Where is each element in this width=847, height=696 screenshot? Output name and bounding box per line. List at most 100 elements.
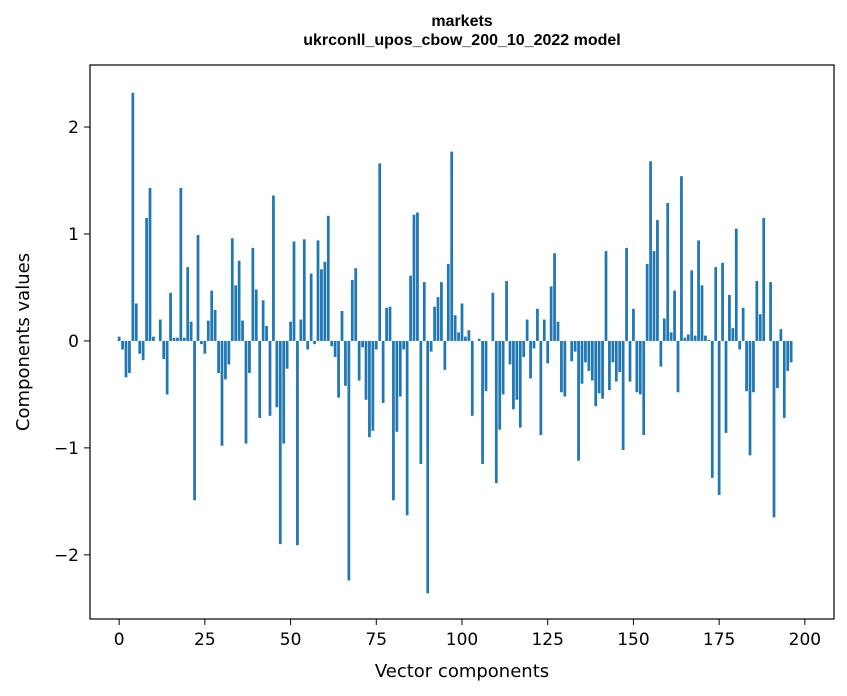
subtitle-line: ukrconll_upos_cbow_200_10_2022 model [303, 32, 621, 49]
bar [621, 340, 625, 451]
bar [501, 340, 505, 395]
bar [518, 340, 522, 428]
bar [320, 269, 323, 341]
bar [337, 340, 340, 398]
bar [282, 340, 286, 444]
bar [683, 337, 687, 341]
bar [649, 161, 652, 341]
bar [508, 340, 512, 365]
bar [700, 285, 704, 341]
bar [707, 339, 711, 341]
bar [584, 340, 587, 363]
bar [368, 340, 371, 438]
bar [179, 187, 183, 341]
bar [697, 240, 700, 341]
bar [234, 285, 238, 341]
bar [152, 336, 155, 341]
bar [662, 318, 666, 341]
bar [669, 332, 673, 341]
bar [145, 217, 148, 341]
bar [772, 340, 776, 518]
bar [590, 340, 594, 381]
bar [758, 314, 762, 341]
bar [704, 335, 707, 341]
bar [388, 306, 392, 341]
bar [450, 151, 454, 341]
bar [659, 340, 663, 367]
bar [412, 214, 416, 341]
bar [200, 340, 203, 345]
bar [193, 340, 196, 501]
bar [117, 336, 121, 341]
bar [642, 340, 646, 436]
bar [309, 273, 313, 341]
bar [357, 340, 361, 381]
bar [426, 340, 430, 594]
bar [385, 307, 388, 341]
bar [196, 235, 200, 341]
bar [776, 340, 779, 388]
bar [494, 340, 498, 484]
bar [542, 319, 546, 341]
bar [529, 340, 532, 379]
bar [409, 275, 412, 341]
bars-group [117, 92, 793, 594]
bar [244, 340, 248, 444]
bar [210, 290, 214, 341]
bar [121, 340, 124, 350]
x-tick-label: 75 [365, 630, 387, 650]
bar [460, 303, 464, 341]
bar [446, 263, 450, 341]
bar [131, 92, 135, 341]
bar [323, 261, 327, 341]
bar [275, 340, 279, 408]
bar [265, 325, 268, 341]
x-tick-label: 175 [703, 630, 735, 650]
bar [213, 309, 217, 341]
bar [433, 306, 436, 341]
bar [614, 340, 618, 382]
bar [158, 319, 162, 341]
bar [361, 340, 364, 348]
bar [652, 251, 656, 341]
bar [676, 340, 680, 393]
bar [710, 340, 714, 478]
bar [779, 329, 783, 341]
bar [306, 340, 310, 350]
bar [296, 340, 299, 546]
bar [570, 340, 574, 362]
bar [292, 241, 296, 341]
x-tick-label: 150 [617, 630, 649, 650]
bar [686, 334, 690, 341]
bar [738, 340, 742, 350]
bar [162, 340, 166, 360]
bar [134, 303, 138, 341]
bar [724, 340, 728, 433]
bar [789, 340, 793, 363]
bar [374, 340, 378, 350]
bar [522, 340, 526, 357]
bar [656, 220, 659, 341]
bar [734, 228, 738, 341]
bar [525, 319, 529, 341]
bar [422, 282, 426, 341]
bar [333, 340, 337, 357]
bar [717, 340, 721, 495]
bar [680, 176, 683, 341]
bar [350, 279, 354, 341]
bar [124, 340, 128, 378]
bar [402, 340, 406, 350]
chart-title: markets ukrconll_upos_cbow_200_10_2022 m… [90, 12, 834, 50]
title-line: markets [431, 13, 493, 30]
bar [285, 340, 289, 369]
bar [470, 340, 474, 416]
bar [515, 340, 519, 400]
bar [206, 320, 210, 341]
bar [762, 217, 766, 341]
bar [549, 286, 553, 341]
bar [467, 330, 471, 341]
bar [272, 195, 275, 341]
bar [182, 337, 186, 341]
bar [645, 263, 649, 341]
bar [748, 340, 752, 456]
